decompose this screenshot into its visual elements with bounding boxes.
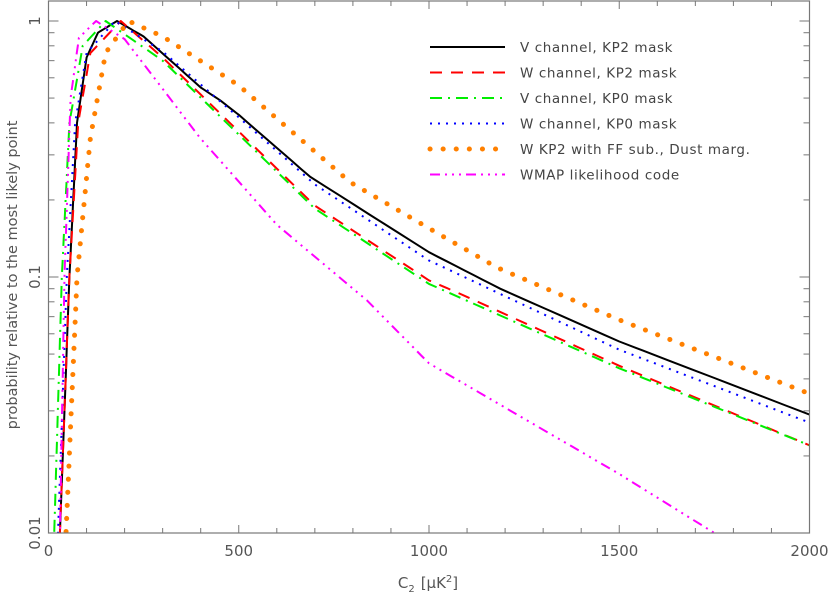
legend-label-4: W KP2 with FF sub., Dust marg.: [520, 142, 750, 158]
series-line-4: [63, 18, 810, 533]
series-line-5: [58, 20, 715, 533]
x-tick-label: 500: [224, 542, 253, 560]
legend: V channel, KP2 mask W channel, KP2 mask V …: [427, 40, 750, 184]
x-tick-label: 1000: [410, 542, 448, 560]
legend-label-5: WMAP likelihood code: [520, 168, 680, 184]
plot-curves: [53, 18, 810, 533]
plot-frame: [47, 0, 811, 534]
x-tick-label: 2000: [790, 542, 828, 560]
x-tick-label: 0: [44, 542, 54, 560]
y-tick-label: 0.01: [26, 516, 44, 549]
legend-label-1: W channel, KP2 mask: [520, 66, 677, 82]
y-axis-label: probability relative to the most likely …: [5, 120, 21, 429]
legend-label-2: V channel, KP0 mask: [520, 91, 673, 107]
y-tick-label: 1: [26, 16, 44, 26]
legend-label-3: W channel, KP0 mask: [520, 117, 677, 133]
series-line-2: [53, 20, 810, 533]
legend-label-0: V channel, KP2 mask: [520, 40, 673, 56]
x-axis-label: C2 [μK2]: [398, 574, 458, 594]
x-tick-label: 1500: [600, 542, 638, 560]
series-line-3: [57, 20, 810, 533]
series-line-0: [58, 20, 810, 533]
y-tick-label: 0.1: [26, 265, 44, 289]
series-line-1: [58, 20, 810, 533]
axis-ticks: 0 500 1000 1500 2000 0.01 0.1 1: [26, 1, 829, 560]
